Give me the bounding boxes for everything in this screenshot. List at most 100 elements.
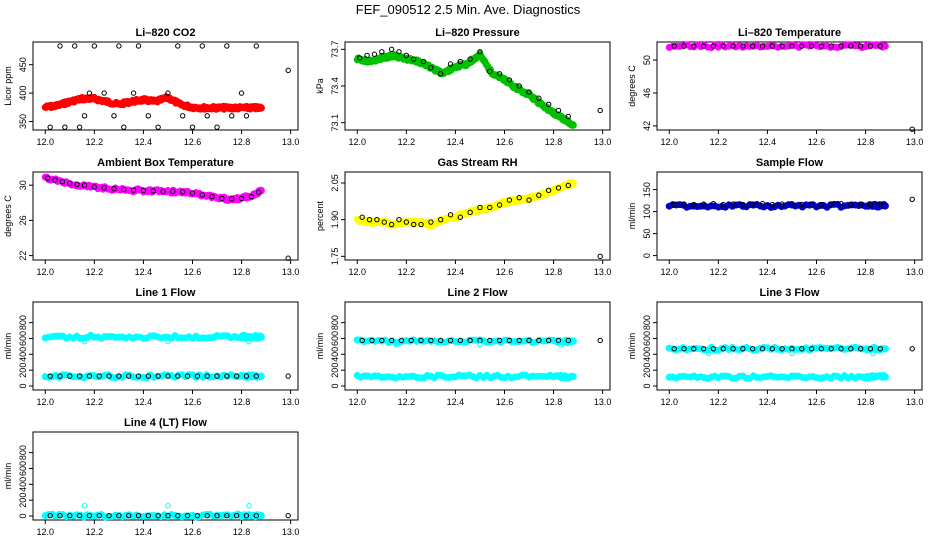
data-point [111,186,117,192]
panel-line1: Line 1 Flow 12.0 12.2 12.4 12.6 12.8 13.0 0 2004… [3,287,299,407]
y-tick-label: 600 [18,331,28,346]
data-point [101,185,107,191]
data-point [437,216,444,223]
data-point [155,512,161,519]
data-point [749,201,756,207]
data-point [597,253,603,260]
y-tick-label: 450 [18,57,28,72]
y-tick-label: 0 [642,253,652,258]
data-point [253,373,259,379]
x-tick-label: 12.4 [759,267,777,277]
data-point [671,346,677,352]
y-tick-label: 0 [642,384,652,389]
panel-co2: Li–820 CO2 12.0 12.2 12.4 12.6 12.8 13.0 350 400… [3,27,299,147]
data-point [681,201,687,207]
data-point [545,337,552,344]
data-point [447,337,454,344]
series-line2-averages [359,337,603,344]
data-point [877,346,883,352]
data-point [204,113,210,119]
x-tick-label: 12.6 [808,397,826,407]
x-tick-label: 12.4 [135,527,153,537]
data-point [219,195,225,202]
data-point [233,373,240,379]
data-point [189,190,196,196]
panel-title: Li–820 Pressure [435,27,519,39]
data-point [165,503,171,509]
series-line3-dense-low [665,372,889,382]
y-tick-label: 100 [642,204,652,219]
data-point [86,90,93,96]
data-point [184,512,191,519]
data-point [418,337,424,344]
data-point [730,43,736,49]
series-sample-dense [665,200,889,211]
data-point [536,95,542,101]
plot-frame [344,301,611,391]
data-point [364,52,370,59]
data-point [877,201,883,207]
x-tick-label: 12.2 [398,397,416,407]
panel-title: Line 2 Flow [448,287,508,299]
data-point [59,178,66,185]
data-point [909,126,915,132]
x-tick-label: 12.2 [710,267,728,277]
series-line3-averages [671,346,915,352]
data-point [175,373,181,379]
data-point [155,373,161,379]
data-point [857,346,864,352]
data-point [700,43,707,49]
data-point [428,219,434,225]
panel-rh: Gas Stream RH 12.0 12.2 12.4 12.6 12.8 13.0 1.7… [315,157,611,277]
panel-temp: Li–820 Temperature 12.0 12.2 12.4 12.6 12.8 13… [627,27,923,147]
x-tick-label: 12.4 [759,137,777,147]
data-point [536,192,542,198]
panels: Li–820 CO2 12.0 12.2 12.4 12.6 12.8 13.0 350 400… [3,27,923,537]
x-tick-label: 12.8 [857,267,875,277]
data-point [569,121,577,129]
data-point [769,201,776,208]
data-point [165,512,171,519]
data-point [779,201,785,207]
data-point [789,350,795,357]
data-point [396,49,402,55]
data-point [285,67,291,74]
data-point [121,124,127,130]
data-point [428,337,434,344]
data-point [487,68,493,75]
data-point [125,373,132,379]
data-point [57,373,63,379]
x-tick-label: 13.0 [282,267,300,277]
data-point [209,193,215,200]
data-point [145,113,152,119]
x-tick-label: 12.0 [661,137,679,147]
data-point [57,43,63,49]
data-point [730,346,736,352]
x-tick-label: 12.8 [545,397,563,407]
data-point [867,43,874,49]
data-point [189,124,196,130]
data-point [447,61,454,67]
x-tick-label: 12.4 [447,397,465,407]
x-tick-label: 12.6 [184,527,202,537]
data-point [720,43,726,49]
panel-title: Sample Flow [756,157,824,169]
series-line4-outliers [81,503,252,509]
y-tick-label: 26 [18,215,28,225]
data-point [369,337,375,344]
data-point [818,43,825,49]
data-point [828,43,834,49]
y-tick-label: 200 [18,493,28,508]
y-tick-label: 400 [18,86,28,101]
data-point [749,346,756,352]
y-tick-label: 73.4 [330,77,340,95]
y-tick-label: 1.75 [330,248,340,266]
data-point [710,43,717,49]
data-point [749,43,756,49]
x-tick-label: 12.6 [808,267,826,277]
y-tick-label: 800 [330,315,340,330]
y-tick-label: 73.7 [330,41,340,59]
data-point [238,90,245,96]
series-temp-dense [665,41,889,52]
x-tick-label: 12.2 [86,137,104,147]
